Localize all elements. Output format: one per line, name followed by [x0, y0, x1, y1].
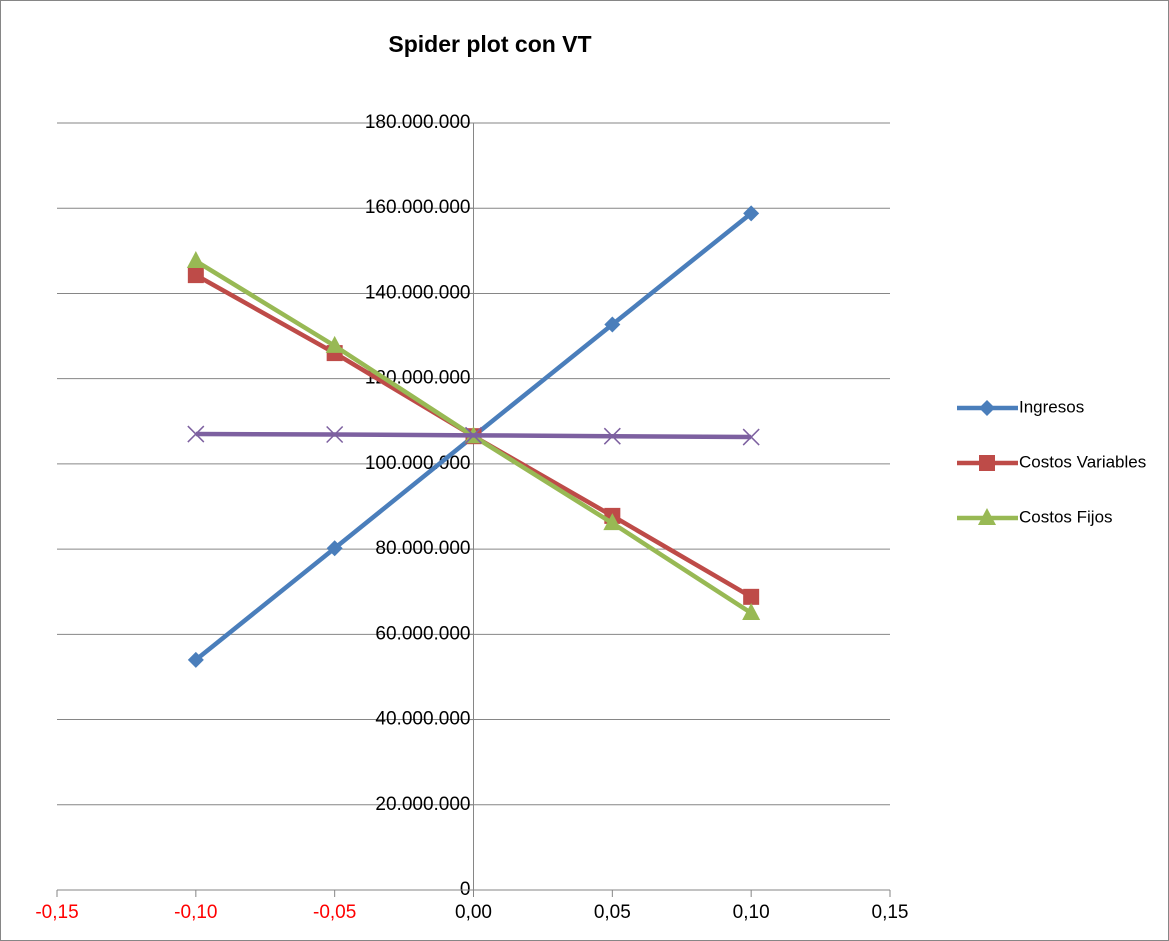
data-point [187, 267, 204, 284]
legend-marker [979, 455, 995, 471]
data-point [325, 335, 344, 353]
data-point [603, 513, 622, 531]
y-tick-label: 20.000.000 [375, 794, 470, 815]
data-point [603, 427, 621, 445]
data-point [743, 205, 760, 222]
data-point [604, 316, 621, 333]
y-tick-label: 80.000.000 [375, 538, 470, 559]
data-point [742, 428, 760, 446]
x-tick-label: 0,15 [872, 902, 909, 923]
data-point [326, 425, 344, 444]
data-point [187, 651, 204, 668]
data-point [187, 425, 205, 443]
legend-label: Costos Variables [1019, 452, 1146, 471]
y-tick-label: 140.000.000 [365, 282, 471, 303]
data-point [326, 540, 343, 557]
x-tick-label: -0,15 [35, 902, 78, 923]
y-tick-label: 100.000.000 [365, 453, 471, 474]
data-point [464, 426, 483, 444]
chart-title: Spider plot con VT [388, 31, 591, 57]
y-tick-label: 180.000.000 [365, 112, 471, 133]
legend-marker [979, 400, 995, 416]
legend-label: Costos Fijos [1019, 507, 1113, 526]
data-point [742, 603, 761, 621]
data-point [743, 588, 760, 605]
y-tick-label: 40.000.000 [375, 709, 470, 730]
y-tick-label: 60.000.000 [375, 623, 470, 644]
x-tick-label: -0,10 [174, 902, 217, 923]
legend-label: Ingresos [1019, 397, 1084, 416]
x-tick-label: 0,00 [455, 902, 492, 923]
y-tick-label: 160.000.000 [365, 197, 471, 218]
legend-marker [978, 508, 996, 525]
x-tick-label: -0,05 [313, 902, 356, 923]
x-tick-label: 0,05 [594, 902, 631, 923]
data-point [186, 251, 205, 269]
x-tick-label: 0,10 [733, 902, 770, 923]
